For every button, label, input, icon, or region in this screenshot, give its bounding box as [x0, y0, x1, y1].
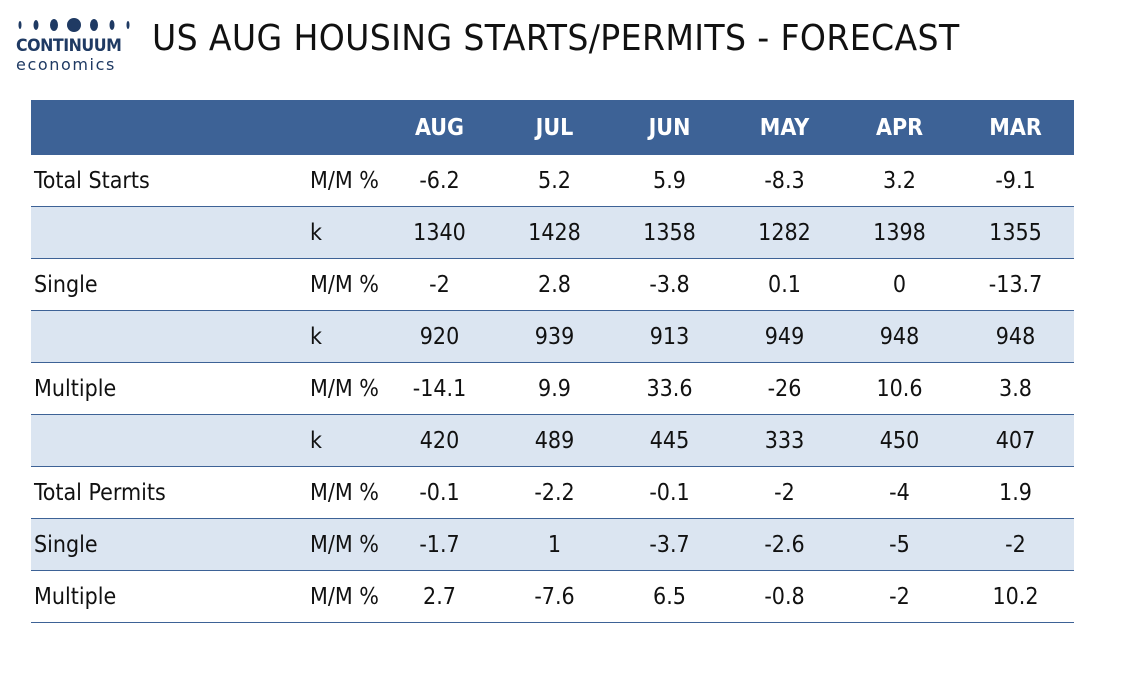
table-cell: 920 [382, 310, 497, 363]
table-cell: 1 [497, 518, 612, 571]
table-cell: -0.1 [612, 466, 727, 519]
table-cell: 407 [957, 414, 1074, 467]
table-cell: -1.7 [382, 518, 497, 571]
row-label [31, 206, 308, 259]
table-cell: 0 [842, 258, 957, 311]
row-label: Single [31, 258, 308, 311]
logo-brand-text: CONTINUUM [16, 36, 122, 56]
table-row: k 920 939 913 949 948 948 [31, 310, 1074, 363]
table-cell: 489 [497, 414, 612, 467]
table-cell: 1358 [612, 206, 727, 259]
table-cell: -3.7 [612, 518, 727, 571]
table-cell: -26 [727, 362, 842, 415]
table-cell: 420 [382, 414, 497, 467]
table-cell: -2 [957, 518, 1074, 571]
table-row: k 1340 1428 1358 1282 1398 1355 [31, 206, 1074, 259]
table-cell: 1.9 [957, 466, 1074, 519]
table-cell: -13.7 [957, 258, 1074, 311]
table-cell: -3.8 [612, 258, 727, 311]
table-cell: 445 [612, 414, 727, 467]
table-cell: 913 [612, 310, 727, 363]
table-cell: 1355 [957, 206, 1074, 259]
table-cell: 5.9 [612, 155, 727, 207]
table-cell: -2.2 [497, 466, 612, 519]
table-cell: -2.6 [727, 518, 842, 571]
table-cell: 1398 [842, 206, 957, 259]
page-title: US AUG HOUSING STARTS/PERMITS - FORECAST [152, 18, 960, 59]
column-header: APR [842, 100, 957, 155]
table-row: Multiple M/M % -14.1 9.9 33.6 -26 10.6 3.8 [31, 362, 1074, 415]
row-label: Multiple [31, 570, 308, 623]
table-cell: 6.5 [612, 570, 727, 623]
table-row: Single M/M % -1.7 1 -3.7 -2.6 -5 -2 [31, 518, 1074, 571]
table-cell: 948 [957, 310, 1074, 363]
table-cell: -4 [842, 466, 957, 519]
table-cell: 5.2 [497, 155, 612, 207]
row-label [31, 414, 308, 467]
header-blank-label [31, 100, 308, 155]
table-row: k 420 489 445 333 450 407 [31, 414, 1074, 467]
table-cell: 10.6 [842, 362, 957, 415]
row-unit: M/M % [308, 518, 382, 571]
row-unit: k [308, 414, 382, 467]
table-cell: -0.8 [727, 570, 842, 623]
table-row: Multiple M/M % 2.7 -7.6 6.5 -0.8 -2 10.2 [31, 570, 1074, 623]
table-cell: -2 [727, 466, 842, 519]
table-header-row: AUG JUL JUN MAY APR MAR [31, 100, 1074, 155]
header-blank-unit [308, 100, 382, 155]
table-cell: 2.7 [382, 570, 497, 623]
table-cell: -8.3 [727, 155, 842, 207]
table-cell: -5 [842, 518, 957, 571]
row-label: Total Permits [31, 466, 308, 519]
table-cell: 949 [727, 310, 842, 363]
column-header: AUG [382, 100, 497, 155]
table-cell: 3.2 [842, 155, 957, 207]
row-unit: M/M % [308, 155, 382, 207]
table-cell: 33.6 [612, 362, 727, 415]
column-header: MAR [957, 100, 1074, 155]
logo-dots-icon [18, 18, 130, 32]
table-cell: 948 [842, 310, 957, 363]
column-header: JUN [612, 100, 727, 155]
table-cell: -7.6 [497, 570, 612, 623]
table-cell: -14.1 [382, 362, 497, 415]
row-unit: M/M % [308, 570, 382, 623]
row-unit: k [308, 310, 382, 363]
row-label: Single [31, 518, 308, 571]
column-header: MAY [727, 100, 842, 155]
table-cell: 939 [497, 310, 612, 363]
continuum-economics-logo: CONTINUUM economics [14, 14, 132, 76]
row-unit: M/M % [308, 466, 382, 519]
table-cell: -2 [382, 258, 497, 311]
table-cell: 333 [727, 414, 842, 467]
table-cell: 1340 [382, 206, 497, 259]
table-cell: 9.9 [497, 362, 612, 415]
table-row: Total Starts M/M % -6.2 5.2 5.9 -8.3 3.2 -9.1 [31, 155, 1074, 207]
table-cell: -0.1 [382, 466, 497, 519]
table-cell: 3.8 [957, 362, 1074, 415]
table-body: Total Starts M/M % -6.2 5.2 5.9 -8.3 3.2 -9.1 k 1… [31, 155, 1074, 623]
table-cell: 10.2 [957, 570, 1074, 623]
table-cell: 1282 [727, 206, 842, 259]
logo-sub-text: economics [16, 55, 116, 74]
forecast-table: AUG JUL JUN MAY APR MAR Total Starts M/M … [31, 100, 1074, 623]
row-unit: M/M % [308, 362, 382, 415]
table-row: Single M/M % -2 2.8 -3.8 0.1 0 -13.7 [31, 258, 1074, 311]
row-unit: M/M % [308, 258, 382, 311]
row-unit: k [308, 206, 382, 259]
table-cell: 0.1 [727, 258, 842, 311]
row-label: Multiple [31, 362, 308, 415]
table-cell: 450 [842, 414, 957, 467]
row-label [31, 310, 308, 363]
table-cell: -9.1 [957, 155, 1074, 207]
table-cell: 1428 [497, 206, 612, 259]
row-label: Total Starts [31, 155, 308, 207]
column-header: JUL [497, 100, 612, 155]
table-cell: 2.8 [497, 258, 612, 311]
table-row: Total Permits M/M % -0.1 -2.2 -0.1 -2 -4 1.9 [31, 466, 1074, 519]
table-cell: -6.2 [382, 155, 497, 207]
table-cell: -2 [842, 570, 957, 623]
